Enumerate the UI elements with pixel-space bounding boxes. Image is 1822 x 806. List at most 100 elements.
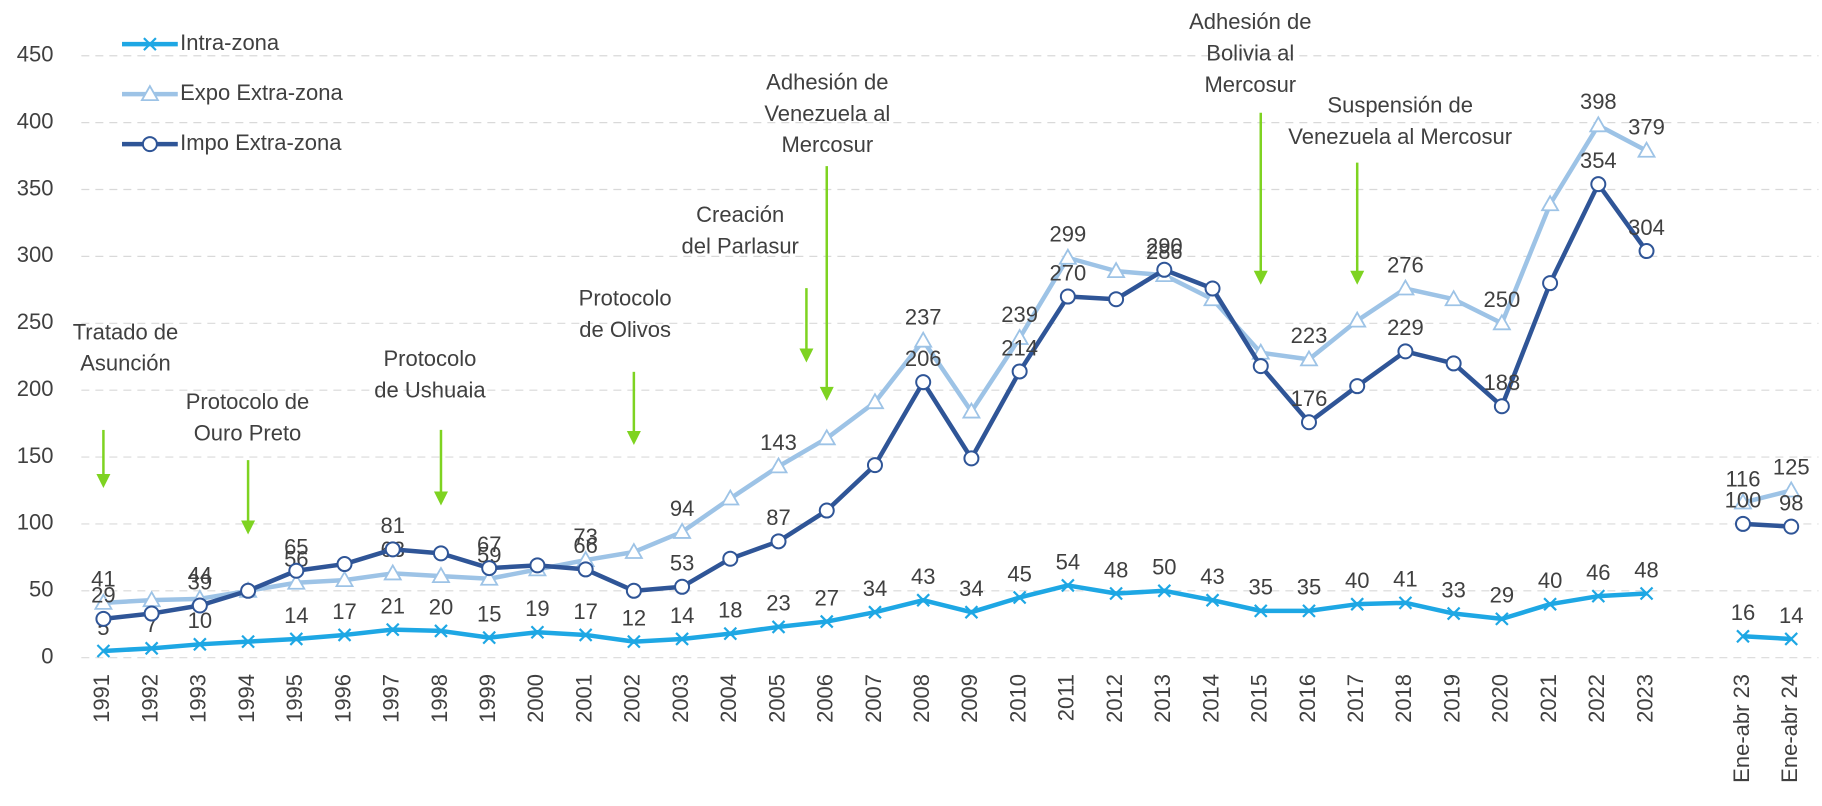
data-point (1736, 629, 1750, 644)
x-tick-label: 2009 (957, 674, 982, 723)
data-point (1397, 343, 1414, 360)
data-point (1543, 597, 1557, 611)
x-tick-label: 1996 (330, 674, 355, 723)
data-point (289, 632, 304, 646)
data-point (191, 597, 208, 614)
data-point (1398, 596, 1413, 610)
data-point (336, 556, 353, 573)
data-point (961, 401, 981, 419)
data-label: 19 (525, 596, 549, 621)
x-tick-label: 1991 (89, 674, 114, 723)
data-point (1588, 115, 1608, 133)
data-point (93, 593, 113, 610)
x-tick-label: 2001 (571, 674, 596, 723)
data-point (1733, 492, 1753, 510)
data-point (1350, 597, 1364, 611)
annotation-arrowhead (1253, 270, 1268, 285)
series-line (103, 181, 1792, 622)
x-tick-label: 2021 (1536, 674, 1561, 723)
data-label: 14 (284, 603, 308, 628)
annotation-text: de Ushuaia (374, 377, 486, 402)
data-label: 50 (1152, 555, 1176, 580)
y-tick-label: 0 (41, 643, 53, 668)
x-tick-label: 2022 (1584, 674, 1609, 723)
data-point (96, 644, 111, 658)
data-label: 98 (1779, 490, 1803, 515)
data-point (1300, 414, 1317, 431)
data-point (1109, 586, 1123, 601)
legend-marker (143, 37, 157, 51)
data-point (818, 502, 835, 519)
data-point (241, 634, 255, 649)
data-label: 229 (1387, 315, 1424, 340)
y-tick-label: 100 (17, 510, 54, 535)
legend-label: Expo Extra-zona (180, 80, 343, 105)
data-point (1493, 398, 1510, 415)
data-label: 44 (188, 563, 212, 588)
annotation-arrowhead (241, 520, 256, 535)
y-tick-label: 350 (17, 175, 54, 200)
data-point (1204, 280, 1221, 297)
x-tick-label: 2005 (764, 674, 789, 723)
data-label: 29 (1490, 583, 1514, 608)
data-point (916, 593, 930, 607)
x-tick-label: 2011 (1054, 674, 1079, 721)
x-tick-label: 2017 (1343, 674, 1368, 723)
data-point (770, 533, 787, 550)
x-tick-label: 2018 (1391, 674, 1416, 723)
data-point (1349, 378, 1366, 395)
data-point (915, 374, 932, 391)
data-label: 41 (91, 567, 115, 592)
data-label: 21 (381, 593, 405, 618)
data-point (578, 628, 593, 642)
x-tick-label: 2023 (1632, 674, 1657, 723)
data-point (720, 488, 740, 506)
x-tick-label: 1995 (282, 674, 307, 723)
x-tick-label: 2020 (1488, 674, 1513, 723)
data-label: 286 (1146, 239, 1183, 264)
annotation-text: del Parlasur (681, 233, 798, 258)
data-point (529, 557, 546, 574)
data-point (1395, 278, 1415, 296)
data-point (1011, 363, 1028, 380)
y-tick-label: 200 (17, 376, 54, 401)
annotation-text: Mercosur (1204, 72, 1296, 97)
data-point (481, 560, 498, 577)
annotation-text: de Olivos (579, 317, 671, 342)
data-point (334, 570, 355, 588)
data-point (674, 578, 691, 595)
data-label: 12 (622, 605, 646, 630)
data-label: 23 (766, 591, 790, 616)
annotation-arrowhead (626, 431, 641, 446)
data-label: 34 (959, 576, 983, 601)
data-point (1157, 584, 1172, 598)
data-point (337, 628, 352, 642)
x-tick-label: 2014 (1198, 674, 1223, 723)
data-label: 237 (905, 304, 942, 329)
x-tick-label: 2007 (861, 674, 886, 723)
data-point (768, 456, 789, 474)
data-point (1108, 291, 1125, 308)
data-point (144, 641, 159, 656)
y-tick-label: 250 (17, 309, 54, 334)
data-point (143, 605, 160, 622)
data-label: 223 (1291, 323, 1328, 348)
data-point (1784, 632, 1798, 646)
data-point (1010, 328, 1030, 345)
data-label: 27 (815, 585, 839, 610)
legend-marker (141, 136, 158, 153)
data-point (479, 568, 499, 586)
annotation-text: Venezuela al (764, 101, 890, 126)
data-label: 143 (760, 430, 797, 455)
data-point (482, 630, 496, 645)
data-point (431, 566, 451, 583)
data-label: 17 (573, 599, 597, 624)
data-point (627, 634, 641, 649)
annotation-text: Venezuela al Mercosur (1288, 124, 1512, 149)
annotation-text: Creación (696, 202, 784, 227)
annotation-text: Adhesión de (766, 69, 888, 94)
x-tick-label: 2015 (1247, 674, 1272, 723)
data-label: 206 (905, 346, 942, 371)
data-point (771, 620, 786, 634)
data-label: 116 (1725, 466, 1760, 491)
